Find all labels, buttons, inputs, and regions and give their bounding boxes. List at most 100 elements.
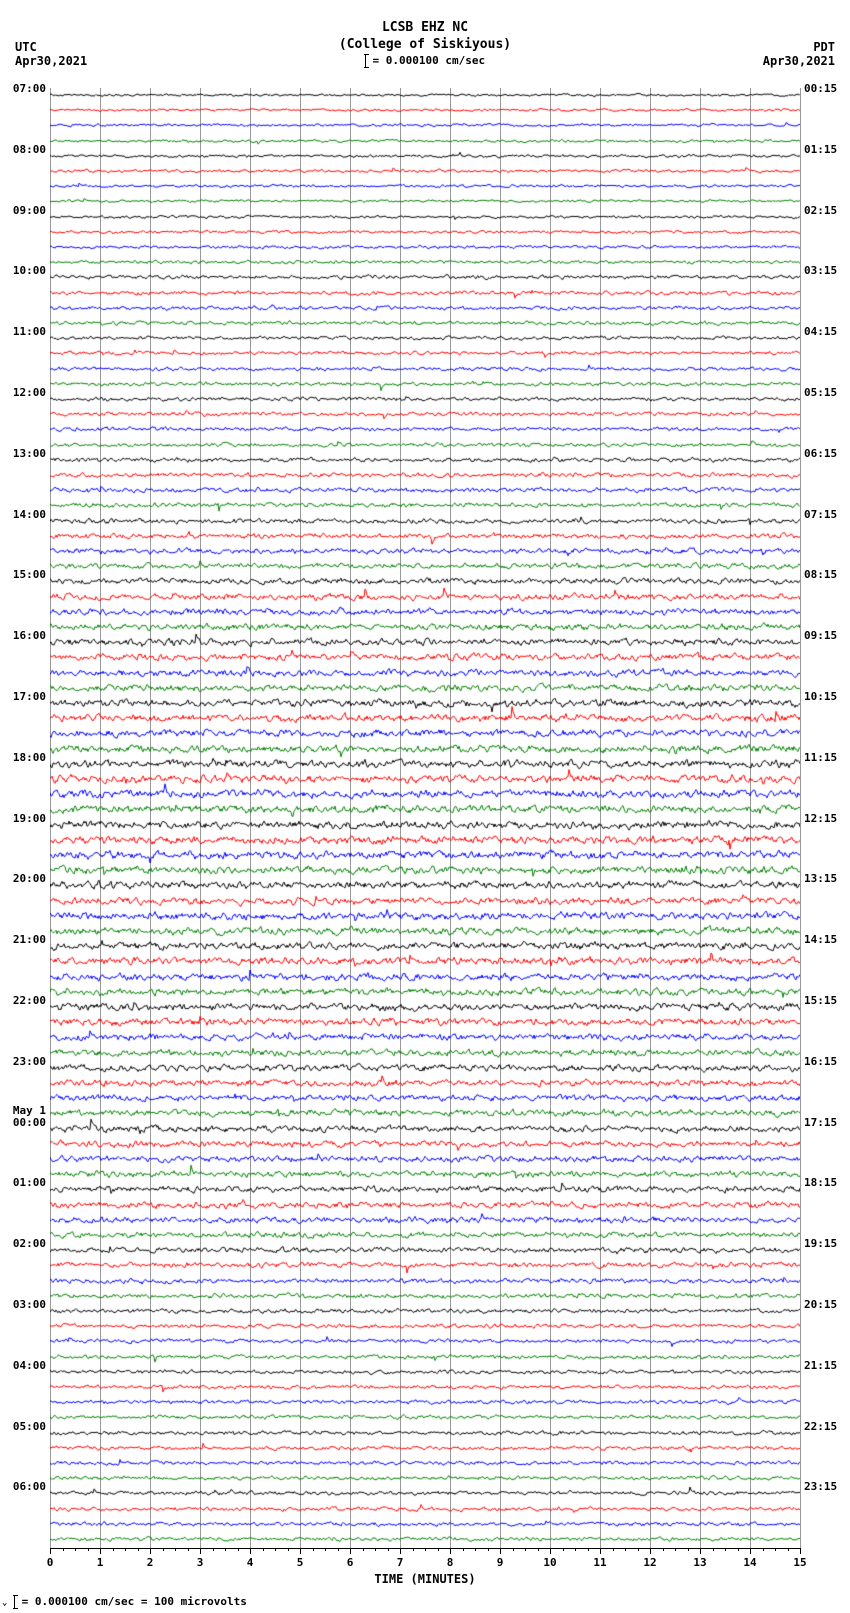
x-tick [200,1548,201,1554]
time-label-right: 20:15 [804,1298,842,1311]
x-tick [800,1548,801,1554]
tz-left-label: UTC [15,40,87,54]
station-code: LCSB EHZ NC [0,20,850,37]
time-label-left: 01:00 [8,1176,46,1189]
x-tick-minor [425,1548,426,1551]
x-tick-minor [775,1548,776,1551]
x-tick [700,1548,701,1554]
x-tick-minor [363,1548,364,1551]
time-label-left: 22:00 [8,994,46,1007]
x-tick-minor [725,1548,726,1551]
x-tick-minor [113,1548,114,1551]
time-label-right: 03:15 [804,264,842,277]
x-tick-label: 14 [743,1556,756,1569]
time-label-left: 00:00 [8,1116,46,1129]
x-tick [750,1548,751,1554]
time-label-left: 08:00 [8,143,46,156]
time-label-left: 02:00 [8,1237,46,1250]
x-tick-minor [663,1548,664,1551]
time-label-right: 18:15 [804,1176,842,1189]
x-tick-minor [588,1548,589,1551]
station-location: (College of Siskiyous) [0,37,850,54]
x-tick [650,1548,651,1554]
time-label-left: 20:00 [8,872,46,885]
plot-area: 07:0000:1508:0001:1509:0002:1510:0003:15… [50,88,800,1548]
time-label-left: 15:00 [8,568,46,581]
x-tick-minor [788,1548,789,1551]
time-label-left: 21:00 [8,933,46,946]
x-tick-minor [738,1548,739,1551]
x-tick-minor [275,1548,276,1551]
x-tick-label: 5 [297,1556,304,1569]
time-label-right: 11:15 [804,751,842,764]
time-label-right: 13:15 [804,872,842,885]
grid-line [800,88,801,1548]
x-tick [550,1548,551,1554]
x-tick-minor [388,1548,389,1551]
x-tick [300,1548,301,1554]
time-label-left: 19:00 [8,812,46,825]
tz-right-date: Apr30,2021 [763,54,835,68]
x-tick-minor [463,1548,464,1551]
trace-row [50,1532,800,1546]
time-label-left: 17:00 [8,690,46,703]
x-tick-minor [263,1548,264,1551]
seismogram-container: UTC Apr30,2021 PDT Apr30,2021 LCSB EHZ N… [0,0,850,1613]
x-tick [50,1548,51,1554]
x-tick-minor [375,1548,376,1551]
scale-bar-icon [365,54,366,68]
time-label-right: 14:15 [804,933,842,946]
x-tick-minor [338,1548,339,1551]
time-label-right: 00:15 [804,82,842,95]
time-label-left: 07:00 [8,82,46,95]
tz-left: UTC Apr30,2021 [15,40,87,68]
x-tick-minor [213,1548,214,1551]
time-label-right: 12:15 [804,812,842,825]
footer-scale-bar-icon [14,1595,15,1609]
x-tick-label: 13 [693,1556,706,1569]
x-tick-minor [438,1548,439,1551]
scale-label: = 0.000100 cm/sec [0,54,850,68]
x-tick-minor [313,1548,314,1551]
time-label-left: 13:00 [8,447,46,460]
x-tick [150,1548,151,1554]
time-label-right: 05:15 [804,386,842,399]
footer-text: = 0.000100 cm/sec = 100 microvolts [22,1595,247,1608]
time-label-right: 09:15 [804,629,842,642]
time-label-left: 10:00 [8,264,46,277]
time-label-left: 23:00 [8,1055,46,1068]
x-tick-minor [88,1548,89,1551]
x-tick-minor [75,1548,76,1551]
x-tick-minor [188,1548,189,1551]
x-tick [500,1548,501,1554]
x-tick-minor [475,1548,476,1551]
time-label-left: 16:00 [8,629,46,642]
time-label-right: 01:15 [804,143,842,156]
time-label-right: 17:15 [804,1116,842,1129]
time-label-right: 22:15 [804,1420,842,1433]
tz-right-label: PDT [763,40,835,54]
x-tick [400,1548,401,1554]
x-axis: TIME (MINUTES) 0123456789101112131415 [50,1548,800,1588]
time-label-right: 10:15 [804,690,842,703]
x-tick-label: 6 [347,1556,354,1569]
x-tick-label: 9 [497,1556,504,1569]
tz-left-date: Apr30,2021 [15,54,87,68]
x-axis-label: TIME (MINUTES) [50,1572,800,1586]
x-tick-minor [575,1548,576,1551]
x-tick-minor [63,1548,64,1551]
time-label-left: 09:00 [8,204,46,217]
time-label-left: 18:00 [8,751,46,764]
time-label-left: 06:00 [8,1480,46,1493]
x-tick-label: 3 [197,1556,204,1569]
time-label-right: 04:15 [804,325,842,338]
x-tick-label: 2 [147,1556,154,1569]
time-label-left: 11:00 [8,325,46,338]
time-label-right: 19:15 [804,1237,842,1250]
time-label-right: 16:15 [804,1055,842,1068]
x-tick-minor [525,1548,526,1551]
time-label-left: 14:00 [8,508,46,521]
x-tick-minor [538,1548,539,1551]
x-tick [600,1548,601,1554]
x-tick-minor [763,1548,764,1551]
